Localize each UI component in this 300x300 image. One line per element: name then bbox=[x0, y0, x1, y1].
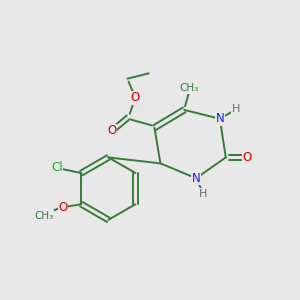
Text: H: H bbox=[198, 189, 207, 199]
Text: CH₃: CH₃ bbox=[179, 83, 198, 93]
Text: O: O bbox=[130, 92, 140, 104]
Text: N: N bbox=[192, 172, 200, 185]
Text: H: H bbox=[232, 104, 240, 114]
Text: CH₃: CH₃ bbox=[34, 211, 53, 220]
Text: N: N bbox=[215, 112, 224, 125]
Text: O: O bbox=[243, 151, 252, 164]
Text: Cl: Cl bbox=[51, 160, 62, 174]
Text: O: O bbox=[107, 124, 117, 137]
Text: O: O bbox=[58, 201, 68, 214]
